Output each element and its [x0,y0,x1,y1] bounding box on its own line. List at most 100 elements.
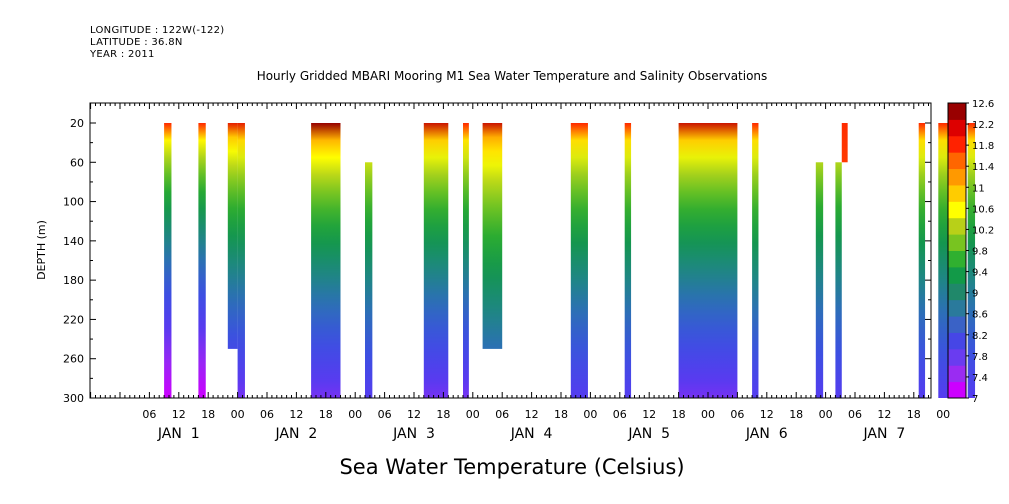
x-tick-label: 06 [142,408,156,421]
x-tick-label: 06 [260,408,274,421]
x-tick-label: 06 [613,408,627,421]
x-tick-label: 00 [466,408,480,421]
colorbar-label: 11.8 [972,141,994,152]
colorbar-swatch [948,365,966,383]
x-tick-label: 18 [201,408,215,421]
y-tick-label: 220 [63,313,84,326]
x-tick-label: 18 [789,408,803,421]
x-day-label: JAN 4 [510,426,553,442]
y-tick-label: 100 [63,196,84,209]
colorbar-label: 9.8 [972,247,988,258]
colorbar-label: 7 [972,394,978,405]
x-tick-label: 12 [172,408,186,421]
latitude-label: LATITUDE : 36.8N [90,37,183,48]
year-label: YEAR : 2011 [90,49,155,60]
colorbar-label: 9.4 [972,268,988,279]
colorbar-label: 12.2 [972,120,994,131]
chart-title: Hourly Gridded MBARI Mooring M1 Sea Wate… [257,69,768,83]
colorbar-swatch [948,283,966,301]
data-segment [198,123,206,398]
x-tick-label: 06 [495,408,509,421]
colorbar-swatch [948,266,966,284]
x-tick-label: 12 [642,408,656,421]
colorbar-label: 7.8 [972,352,988,363]
data-segment [835,162,842,398]
colorbar-swatch [948,250,966,268]
data-segment [815,162,824,398]
x-tick-label: 12 [525,408,539,421]
x-tick-label: 12 [407,408,421,421]
colorbar-swatch [948,217,966,235]
x-tick-label: 00 [936,408,950,421]
colorbar-swatch [948,381,966,399]
data-segment [164,123,172,398]
colorbar-label: 8.2 [972,331,988,342]
colorbar-swatch [948,152,966,170]
colorbar-label: 11 [972,183,985,194]
colorbar-label: 12.6 [972,99,994,110]
data-segment [463,123,469,398]
x-day-label: JAN 5 [627,426,670,442]
y-axis-label: DEPTH (m) [35,220,48,280]
y-tick-label: 60 [70,156,84,169]
x-tick-label: 00 [348,408,362,421]
x-axis-label: Sea Water Temperature (Celsius) [339,455,684,479]
data-segment [570,123,588,398]
colorbar-swatch [948,348,966,366]
colorbar-swatch [948,316,966,333]
x-tick-label: 06 [848,408,862,421]
data-segment [311,123,341,398]
colorbar-label: 11.4 [972,162,994,173]
x-tick-label: 18 [907,408,921,421]
x-tick-label: 00 [231,408,245,421]
x-tick-label: 00 [583,408,597,421]
data-segment [841,123,848,163]
data-segment [423,123,449,398]
y-tick-label: 180 [63,274,84,287]
y-tick-label: 20 [70,117,84,130]
x-day-label: JAN 3 [392,426,435,442]
x-tick-label: 06 [378,408,392,421]
data-segment [227,123,238,349]
x-tick-label: 00 [819,408,833,421]
x-axis: 06 12 18 00 06 12 18 00 06 12 18 00 06 12 18 00 06 12 18 00… [90,103,950,442]
y-tick-label: 300 [63,392,84,405]
x-day-label: JAN 1 [157,426,200,442]
data-segment [624,123,632,398]
colorbar-swatch [948,201,966,219]
x-tick-label: 18 [319,408,333,421]
x-tick-label: 12 [877,408,891,421]
x-day-label: JAN 7 [863,426,906,442]
data-segment [967,123,976,398]
x-day-label: JAN 6 [745,426,788,442]
colorbar-label: 10.2 [972,225,994,236]
colorbar-swatch [948,119,966,137]
colorbar-swatch [948,234,966,251]
x-tick-label: 18 [672,408,686,421]
data-segment [938,123,949,398]
colorbar-swatch [948,168,966,186]
x-tick-label: 06 [730,408,744,421]
data-segment [237,123,245,398]
data-segment [678,123,738,398]
colorbar: 7 7.4 7.8 8.2 8.6 9 9.4 9.8 10.2 10.6 11 11.4 11.8 12… [947,99,994,405]
colorbar-label: 8.6 [972,310,988,321]
y-axis: 20 60 100 140 180 220 260 300 [63,117,931,405]
colorbar-swatch [948,299,966,317]
colorbar-label: 9 [972,289,978,300]
colorbar-swatch [948,332,966,350]
data-segment [482,123,503,349]
data-segment [365,162,373,398]
y-tick-label: 260 [63,353,84,366]
plot-frame [89,102,932,399]
x-tick-label: 12 [760,408,774,421]
colorbar-swatch [948,103,966,120]
data-segment [918,123,926,398]
data-segment [752,123,759,398]
colorbar-label: 10.6 [972,204,994,215]
longitude-label: LONGITUDE : 122W(-122) [90,25,225,36]
colorbar-label: 7.4 [972,373,988,384]
x-day-label: JAN 2 [275,426,318,442]
x-tick-label: 12 [289,408,303,421]
x-tick-label: 18 [554,408,568,421]
